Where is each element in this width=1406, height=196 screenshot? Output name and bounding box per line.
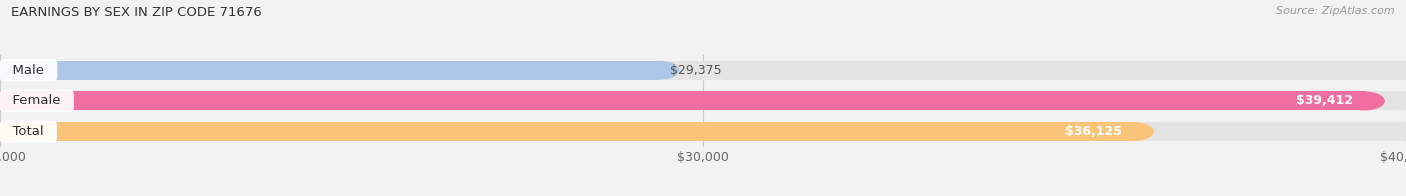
Ellipse shape xyxy=(0,61,20,80)
Ellipse shape xyxy=(1114,122,1154,141)
Text: Female: Female xyxy=(4,94,69,107)
Text: $29,375: $29,375 xyxy=(671,64,721,77)
Text: $36,125: $36,125 xyxy=(1066,125,1122,138)
Text: Male: Male xyxy=(4,64,52,77)
Ellipse shape xyxy=(1386,61,1406,80)
Ellipse shape xyxy=(638,61,679,80)
Ellipse shape xyxy=(1386,122,1406,141)
Ellipse shape xyxy=(0,122,20,141)
Bar xyxy=(0,122,1406,141)
Ellipse shape xyxy=(0,91,20,111)
Text: $39,412: $39,412 xyxy=(1296,94,1354,107)
Ellipse shape xyxy=(0,122,20,141)
Bar xyxy=(0,91,1406,111)
Bar xyxy=(0,91,1365,111)
Ellipse shape xyxy=(1386,91,1406,111)
Text: EARNINGS BY SEX IN ZIP CODE 71676: EARNINGS BY SEX IN ZIP CODE 71676 xyxy=(11,6,262,19)
Bar xyxy=(0,61,1406,80)
Text: Total: Total xyxy=(4,125,52,138)
Ellipse shape xyxy=(1344,91,1385,111)
Ellipse shape xyxy=(0,91,20,111)
Bar xyxy=(0,61,659,80)
Ellipse shape xyxy=(0,61,20,80)
Text: Source: ZipAtlas.com: Source: ZipAtlas.com xyxy=(1277,6,1395,16)
Bar xyxy=(0,122,1133,141)
